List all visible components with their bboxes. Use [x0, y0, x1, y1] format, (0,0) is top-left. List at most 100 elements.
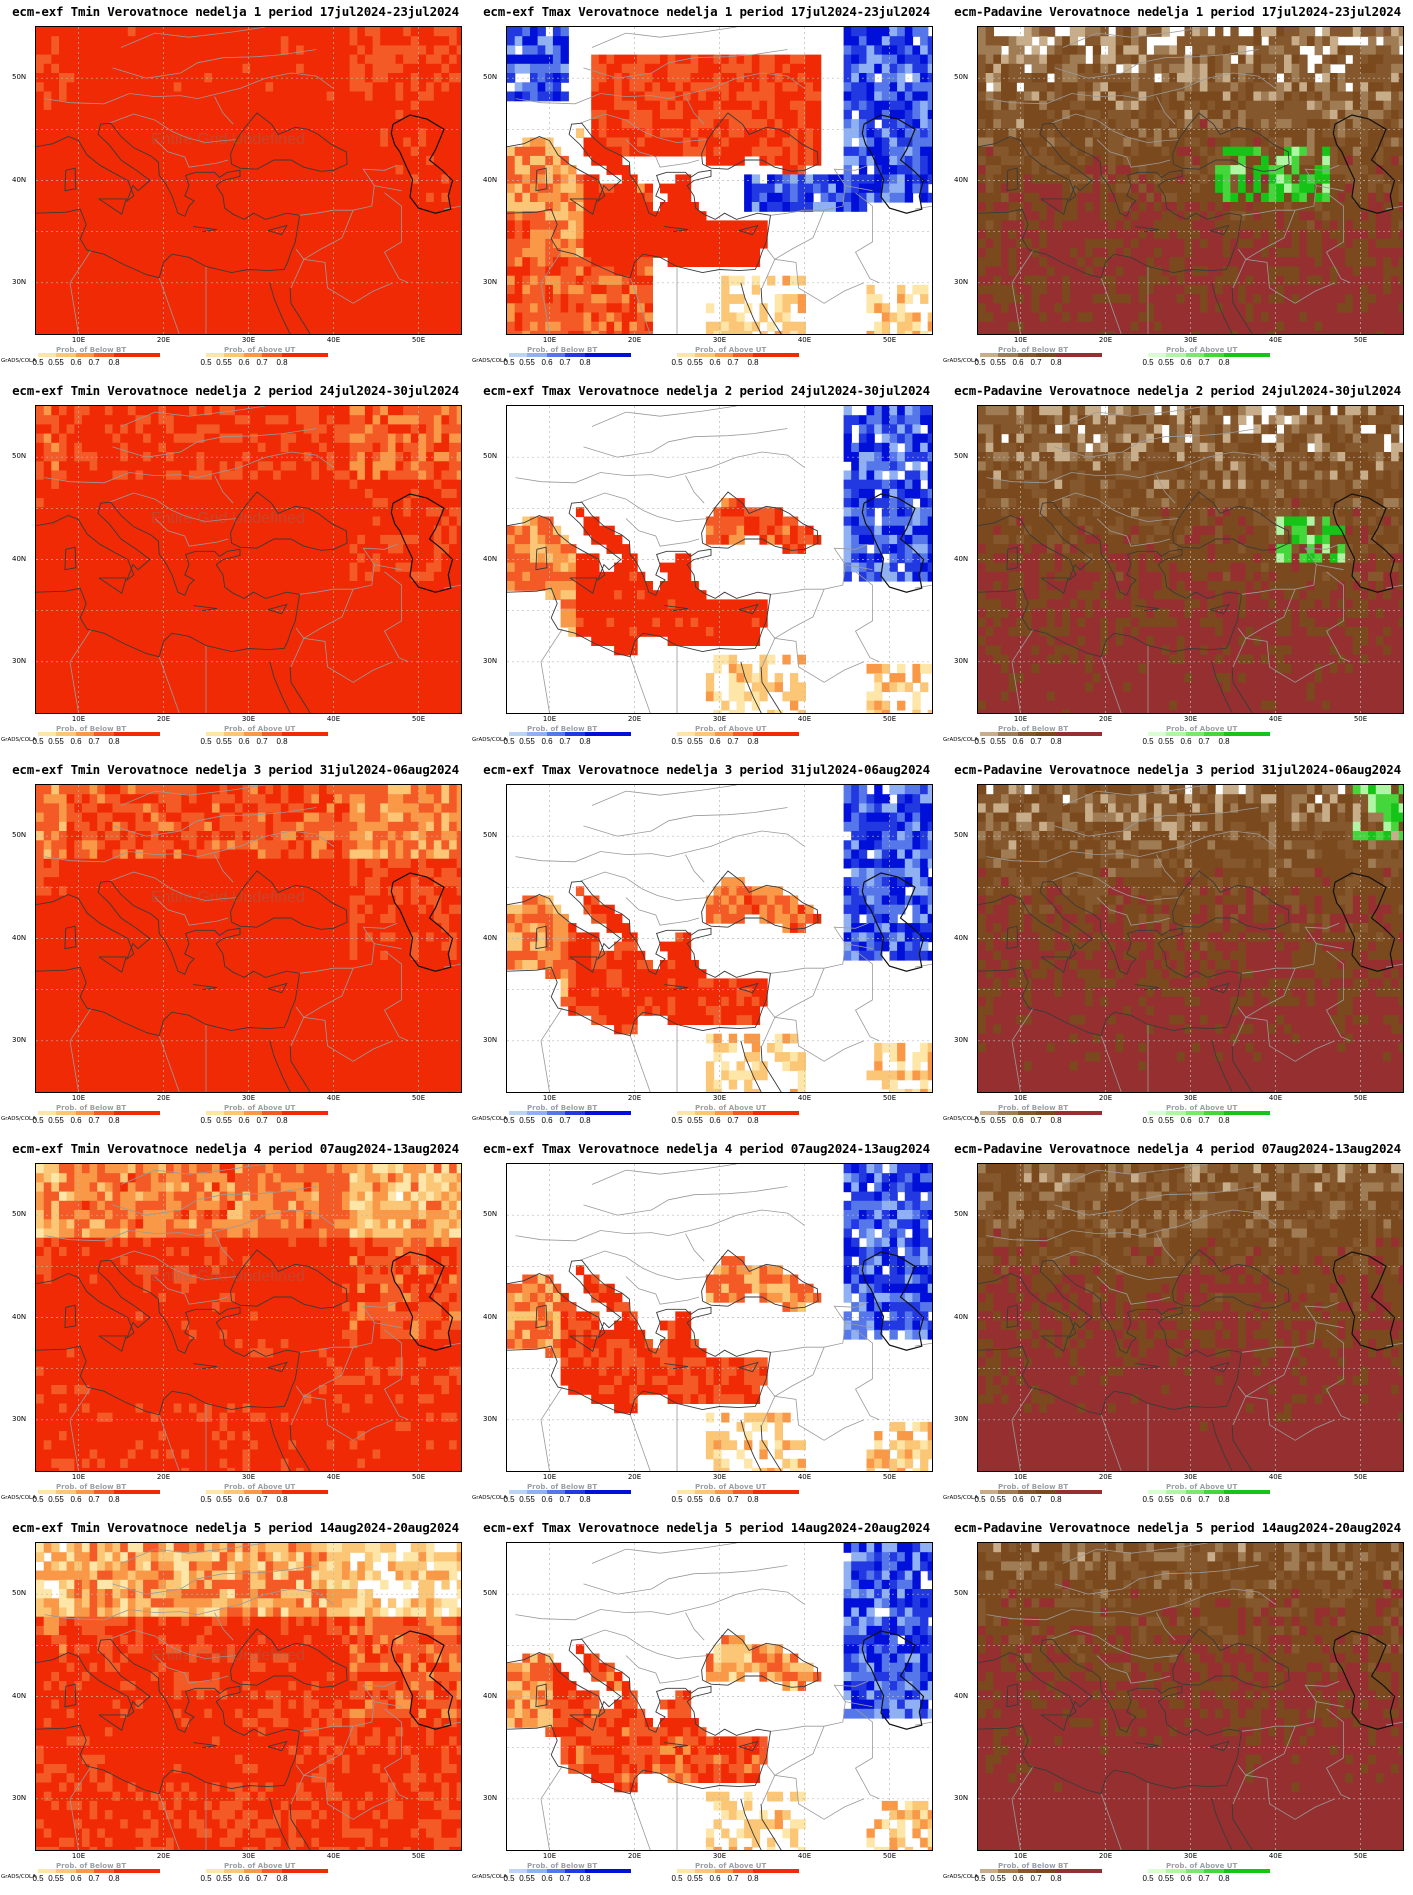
colorbar-tick: 0.55 — [1158, 1495, 1174, 1504]
colorbar-tick: 0.5 — [671, 1495, 682, 1504]
colorbar-tick: 0.6 — [709, 1874, 720, 1883]
panel-title: ecm-Padavine Verovatnoce nedelja 3 perio… — [942, 762, 1413, 777]
latitude-label: 50N — [954, 452, 968, 460]
longitude-label: 10E — [543, 336, 556, 344]
colorbar-tick: 0.7 — [256, 1116, 267, 1125]
colorbar-swatch — [114, 732, 160, 736]
colorbar-above: Prob. of Above UT 0.5 0.55 0.6 0.7 0.8 — [667, 1104, 815, 1126]
longitude-label: 30E — [1184, 1473, 1197, 1481]
colorbar-above: Prob. of Above UT 0.5 0.55 0.6 0.7 0.8 — [1138, 1483, 1286, 1505]
colorbar-tick: 0.8 — [276, 358, 287, 367]
colorbar-title: Prob. of Below BT — [527, 1104, 597, 1112]
colorbar-swatch — [565, 1869, 585, 1873]
country-borders — [515, 1164, 932, 1471]
country-borders — [44, 1543, 461, 1850]
longitude-label: 30E — [242, 1094, 255, 1102]
colorbar-swatch — [527, 1869, 547, 1873]
colorbar-tick: 0.7 — [727, 737, 738, 746]
probability-cells — [507, 785, 932, 1092]
longitude-label: 40E — [798, 336, 811, 344]
colorbar-tick: 0.55 — [216, 1116, 232, 1125]
map-frame: Entire Grid Undefined — [35, 405, 462, 714]
colorbar-swatch — [76, 1111, 94, 1115]
map-frame — [506, 784, 933, 1093]
colorbar-title: Prob. of Above UT — [224, 725, 295, 733]
colorbar-title: Prob. of Above UT — [695, 1483, 766, 1491]
map-panel: ecm-exf Tmax Verovatnoce nedelja 5 perio… — [471, 1516, 942, 1895]
latitude-label: 30N — [483, 1036, 497, 1044]
colorbar-swatch — [715, 353, 733, 357]
colorbar-tick: 0.5 — [503, 1874, 514, 1883]
colorbar-title: Prob. of Below BT — [527, 346, 597, 354]
colorbar-swatch — [547, 1869, 565, 1873]
map-canvas — [978, 785, 1403, 1092]
longitude-label: 50E — [1354, 715, 1367, 723]
map-frame — [977, 1163, 1404, 1472]
colorbar-tick: 0.8 — [579, 1116, 590, 1125]
longitude-label: 50E — [883, 1094, 896, 1102]
map-frame: Entire Grid Undefined — [35, 1163, 462, 1472]
colorbar-title: Prob. of Below BT — [998, 1483, 1068, 1491]
colorbar-swatch — [56, 1111, 76, 1115]
map-canvas — [36, 406, 461, 713]
colorbar-tick: 0.6 — [709, 1116, 720, 1125]
longitude-label: 40E — [1269, 336, 1282, 344]
longitude-label: 40E — [1269, 1473, 1282, 1481]
map-panel: ecm-Padavine Verovatnoce nedelja 5 perio… — [942, 1516, 1413, 1895]
colorbar-tick: 0.8 — [747, 1495, 758, 1504]
country-borders — [986, 1164, 1403, 1471]
colorbar-swatch — [1186, 1490, 1204, 1494]
colorbar-swatch — [715, 732, 733, 736]
colorbar-swatch — [1204, 1490, 1224, 1494]
longitude-label: 30E — [713, 336, 726, 344]
panel-title: ecm-Padavine Verovatnoce nedelja 5 perio… — [942, 1520, 1413, 1535]
map-frame — [506, 1163, 933, 1472]
colorbar-swatch — [282, 1490, 328, 1494]
colorbar-swatch — [244, 353, 262, 357]
grads-credit: GrADS/COLA — [472, 1116, 507, 1122]
colorbar-swatch — [56, 1490, 76, 1494]
longitude-label: 40E — [798, 1094, 811, 1102]
colorbar-tick: 0.5 — [1142, 737, 1153, 746]
longitude-label: 20E — [157, 715, 170, 723]
colorbar-tick: 0.8 — [276, 737, 287, 746]
latitude-label: 40N — [954, 1313, 968, 1321]
map-frame — [977, 26, 1404, 335]
latitude-label: 30N — [483, 1415, 497, 1423]
graticule — [36, 1164, 461, 1471]
colorbar-swatch — [585, 353, 631, 357]
longitude-label: 50E — [1354, 1094, 1367, 1102]
colorbar-swatch — [206, 1111, 224, 1115]
colorbar-tick: 0.8 — [579, 358, 590, 367]
longitude-label: 10E — [1014, 1094, 1027, 1102]
colorbar-tick: 0.5 — [200, 1874, 211, 1883]
colorbar-swatch — [585, 1490, 631, 1494]
latitude-label: 30N — [483, 1794, 497, 1802]
colorbar-tick: 0.55 — [1158, 737, 1174, 746]
colorbar-swatch — [1166, 1111, 1186, 1115]
grads-credit: GrADS/COLA — [943, 1495, 978, 1501]
colorbar-tick: 0.55 — [687, 1116, 703, 1125]
map-panel: ecm-exf Tmax Verovatnoce nedelja 2 perio… — [471, 379, 942, 758]
colorbar-below: Prob. of Below BT 0.5 0.55 0.6 0.7 0.8 — [499, 725, 647, 747]
latitude-label: 40N — [12, 555, 26, 563]
colorbar-below: Prob. of Below BT 0.5 0.55 0.6 0.7 0.8 — [970, 346, 1118, 368]
coastlines — [36, 1628, 454, 1850]
colorbar-tick: 0.7 — [256, 358, 267, 367]
country-borders — [44, 406, 461, 713]
colorbar-swatch — [76, 732, 94, 736]
colorbar-title: Prob. of Above UT — [1166, 1104, 1237, 1112]
colorbar-below: Prob. of Below BT 0.5 0.55 0.6 0.7 0.8 — [499, 346, 647, 368]
longitude-label: 40E — [1269, 715, 1282, 723]
longitude-label: 10E — [543, 1473, 556, 1481]
colorbar-tick: 0.7 — [88, 1874, 99, 1883]
grads-credit: GrADS/COLA — [943, 1116, 978, 1122]
map-canvas — [36, 27, 461, 334]
colorbar-swatch — [715, 1111, 733, 1115]
colorbar-title: Prob. of Below BT — [56, 1862, 126, 1870]
longitude-label: 20E — [157, 1473, 170, 1481]
colorbar-tick: 0.5 — [671, 737, 682, 746]
colorbar-tick: 0.7 — [88, 1495, 99, 1504]
colorbar-title: Prob. of Below BT — [56, 346, 126, 354]
longitude-label: 50E — [883, 715, 896, 723]
